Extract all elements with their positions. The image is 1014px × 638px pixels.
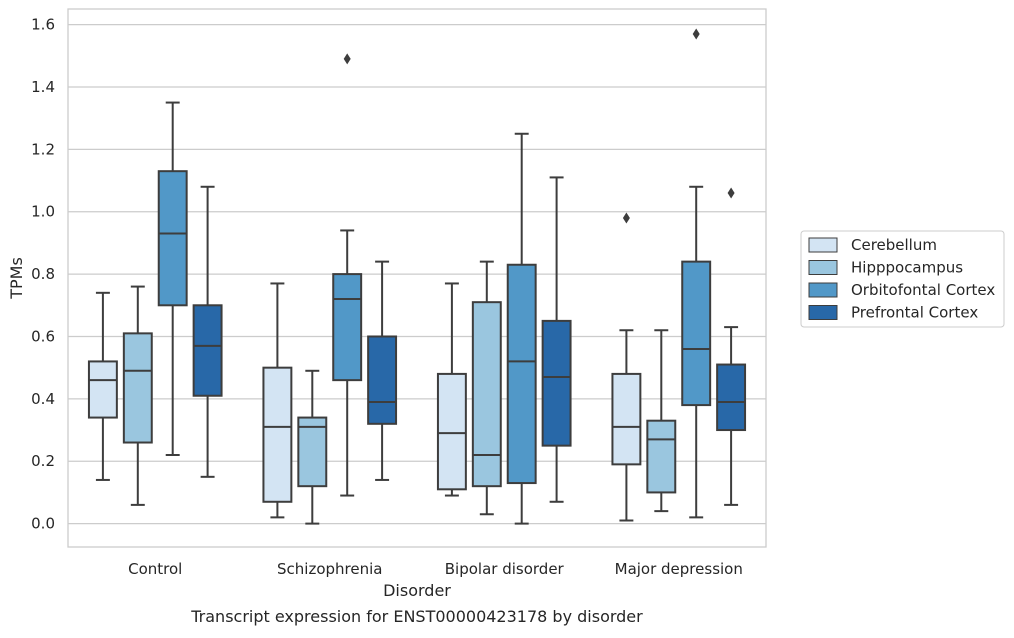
box-body [157, 170, 188, 307]
box-body [87, 360, 118, 419]
plot-frame [67, 8, 767, 548]
box-3-0 [192, 185, 223, 478]
legend-label: Cerebellum [851, 236, 937, 254]
box-0-0 [87, 291, 118, 481]
box-body [506, 263, 537, 485]
y-tick-label: 1.4 [31, 78, 55, 96]
x-axis-label: Disorder [383, 581, 451, 600]
x-tick-label: Major depression [615, 560, 743, 578]
y-tick-label: 0.0 [31, 515, 55, 533]
box-body [367, 335, 398, 425]
legend-frame [800, 230, 1005, 328]
x-tick-label: Control [128, 560, 182, 578]
box-body [611, 372, 642, 466]
legend-label: Prefrontal Cortex [851, 304, 978, 322]
legend-label: Orbitofontal Cortex [851, 281, 995, 299]
legend-swatch [808, 260, 838, 275]
box-body [436, 372, 467, 491]
box-3-3 [716, 187, 747, 506]
box-body [681, 260, 712, 407]
box-2-1 [332, 53, 363, 497]
y-tick-label: 0.4 [31, 390, 55, 408]
legend-swatch [808, 305, 838, 320]
box-1-1 [297, 369, 328, 525]
box-body [262, 366, 293, 503]
box-0-1 [262, 282, 293, 519]
box-2-3 [681, 28, 712, 519]
legend-label: Hipppocampus [851, 259, 963, 277]
box-body [122, 332, 153, 444]
outlier-point [343, 53, 351, 65]
y-tick-label: 1.2 [31, 140, 55, 158]
x-tick-label: Schizophrenia [277, 560, 382, 578]
box-body [541, 319, 572, 447]
box-body [332, 273, 363, 382]
box-body [192, 304, 223, 397]
box-1-0 [122, 285, 153, 506]
y-tick-label: 0.8 [31, 265, 55, 283]
y-axis-ticks: 0.0 0.2 0.4 0.6 0.8 1.0 1.2 1.4 1.6 [31, 16, 55, 533]
box-body [471, 301, 502, 488]
box-body [716, 363, 747, 432]
outlier-point [727, 187, 735, 199]
y-tick-label: 1.0 [31, 203, 55, 221]
box-body [646, 419, 677, 494]
box-body [297, 416, 328, 488]
y-tick-label: 1.6 [31, 16, 55, 34]
outlier-point [622, 212, 630, 224]
box-1-2 [471, 260, 502, 516]
legend-swatch [808, 282, 838, 298]
box-2-0 [157, 101, 188, 456]
box-series [87, 28, 747, 525]
x-tick-label: Bipolar disorder [445, 560, 565, 578]
y-tick-label: 0.2 [31, 452, 55, 470]
outlier-point [692, 28, 700, 40]
y-axis-label: TPMs [7, 257, 26, 300]
y-tick-label: 0.6 [31, 327, 55, 345]
figure-caption: Transcript expression for ENST0000042317… [190, 607, 643, 626]
box-3-2 [541, 176, 572, 503]
box-3-1 [367, 260, 398, 481]
box-0-3 [611, 212, 642, 522]
box-1-3 [646, 329, 677, 513]
legend-swatch [808, 237, 838, 253]
box-2-2 [506, 132, 537, 525]
x-axis-ticks: Control Schizophrenia Bipolar disorder Majo… [128, 560, 743, 578]
box-0-2 [436, 282, 467, 497]
legend: Cerebellum Hipppocampus Orbitofontal Corte… [800, 230, 1005, 328]
